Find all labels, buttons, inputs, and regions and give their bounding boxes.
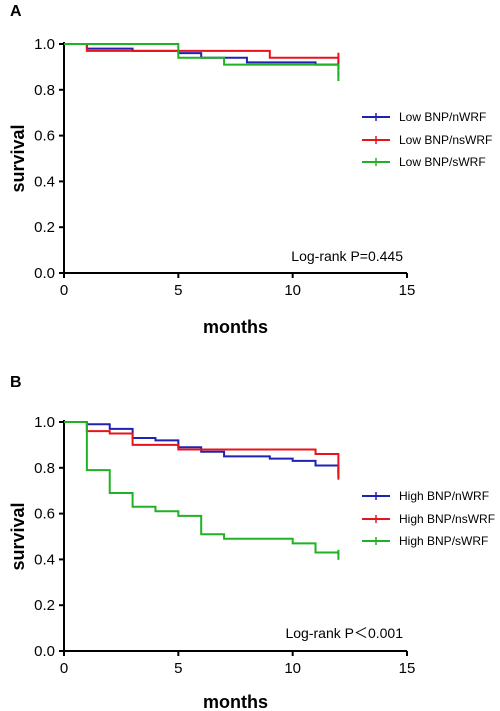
series-line-green (64, 43, 340, 77)
y-tick-label: 0.2 (34, 597, 55, 614)
legend-label: Low BNP/nWRF (399, 110, 486, 124)
panel-label: A (10, 3, 22, 20)
y-tick-label: 0.8 (34, 82, 55, 99)
series-line-blue (64, 43, 339, 66)
x-tick-label: 5 (174, 660, 182, 677)
logrank-annotation: Log-rank P＜0.001 (285, 625, 403, 641)
legend-label: Low BNP/sWRF (399, 155, 486, 169)
x-tick-label: 10 (284, 282, 301, 299)
panel-label: B (10, 374, 22, 391)
x-tick-label: 15 (399, 282, 416, 299)
y-tick-label: 1.0 (34, 36, 55, 53)
legend-label: High BNP/nsWRF (399, 512, 495, 526)
series-line-green (64, 421, 340, 555)
y-axis-label: survival (8, 124, 28, 192)
legend-label: High BNP/nWRF (399, 489, 489, 503)
panel-b: B 0.0 0.2 0.4 0.6 0.8 1.0 0 5 10 15 months survival H… (8, 374, 495, 711)
y-tick-label: 0.8 (34, 460, 55, 477)
legend-label: High BNP/sWRF (399, 534, 488, 548)
x-axis-label: months (203, 692, 268, 711)
x-tick-label: 5 (174, 282, 182, 299)
logrank-annotation: Log-rank P=0.445 (291, 248, 403, 264)
y-tick-label: 0.4 (34, 551, 55, 568)
x-tick-label: 10 (284, 660, 301, 677)
y-tick-label: 0.4 (34, 173, 55, 190)
y-axis-label: survival (8, 502, 28, 570)
y-tick-label: 0.6 (34, 128, 55, 145)
y-tick-label: 0.2 (34, 219, 55, 236)
x-tick-label: 15 (399, 660, 416, 677)
x-axis-label: months (203, 317, 268, 337)
y-tick-label: 0.6 (34, 506, 55, 523)
y-tick-label: 1.0 (34, 414, 55, 431)
y-tick-label: 0.0 (34, 643, 55, 660)
series-line-blue (64, 421, 340, 473)
x-tick-label: 0 (60, 282, 68, 299)
x-tick-label: 0 (60, 660, 68, 677)
panel-a: A 0.0 0.2 0.4 0.6 0.8 1.0 0 5 10 15 months survival L… (8, 3, 492, 337)
y-tick-label: 0.0 (34, 265, 55, 282)
series-line-red (64, 421, 340, 475)
legend-label: Low BNP/nsWRF (399, 133, 492, 147)
